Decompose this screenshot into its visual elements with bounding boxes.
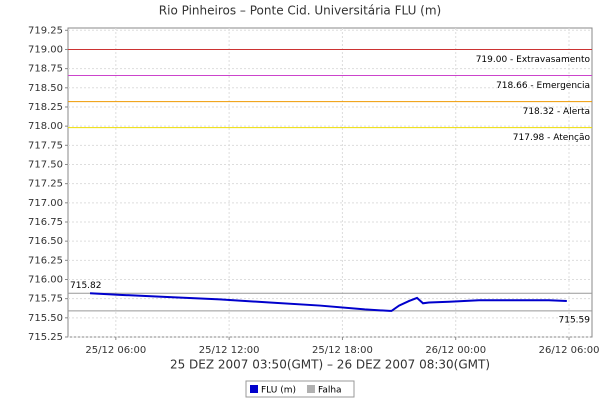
threshold-label: 717.98 - Atenção	[513, 133, 591, 143]
y-tick-label: 717.25	[28, 179, 63, 190]
legend-swatch	[250, 385, 258, 393]
y-tick-label: 717.00	[28, 198, 63, 209]
x-tick-label: 25/12 12:00	[199, 345, 260, 356]
legend-box	[245, 380, 355, 398]
y-tick-label: 716.75	[28, 217, 63, 228]
y-tick-label: 715.25	[28, 332, 63, 343]
threshold-label: 718.66 - Emergencia	[496, 81, 590, 91]
y-tick-label: 718.75	[28, 64, 63, 75]
legend-swatch	[306, 385, 315, 393]
y-tick-label: 716.25	[28, 255, 63, 266]
y-tick-label: 718.25	[28, 102, 63, 113]
y-tick-label: 716.50	[28, 236, 63, 247]
y-tick-label: 717.75	[28, 140, 63, 151]
x-tick-label: 25/12 06:00	[85, 345, 146, 356]
y-tick-label: 715.75	[28, 294, 63, 305]
x-tick-label: 26/12 00:00	[425, 345, 486, 356]
extreme-label: 715.59	[559, 315, 591, 325]
y-tick-label: 719.00	[28, 44, 63, 55]
y-tick-label: 716.00	[28, 274, 63, 285]
y-tick-label: 717.50	[28, 159, 63, 170]
y-tick-label: 715.50	[28, 313, 63, 324]
plot-area	[67, 27, 593, 338]
legend-label: FLU (m)	[261, 386, 296, 396]
threshold-label: 718.32 - Alerta	[523, 107, 590, 117]
y-tick-label: 718.00	[28, 121, 63, 132]
y-tick-label: 718.50	[28, 83, 63, 94]
data-line	[89, 292, 567, 312]
x-tick-label: 26/12 06:00	[539, 345, 600, 356]
legend-label: Falha	[318, 386, 342, 396]
x-axis-label: 25 DEZ 2007 03:50(GMT) – 26 DEZ 2007 08:…	[170, 358, 490, 372]
y-tick-label: 719.25	[28, 25, 63, 36]
x-tick-label: 25/12 18:00	[312, 345, 373, 356]
chart-title: Rio Pinheiros – Ponte Cid. Universitária…	[159, 4, 441, 18]
extreme-label: 715.82	[70, 281, 102, 291]
threshold-label: 719.00 - Extravasamento	[476, 55, 591, 65]
